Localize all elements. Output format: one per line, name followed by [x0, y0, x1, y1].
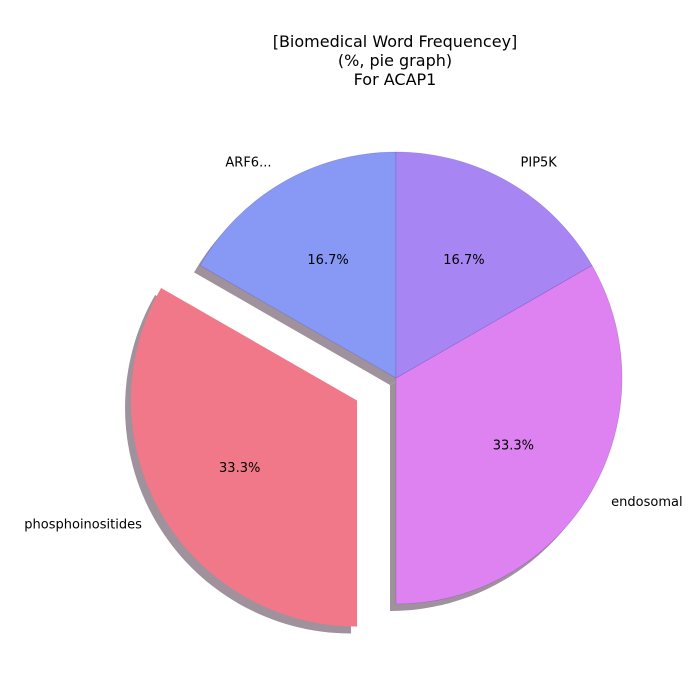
- pie-slice-phosphoinositides: [131, 287, 358, 627]
- slice-label: phosphoinositides: [24, 518, 142, 533]
- slice-percent-label: 16.7%: [443, 253, 484, 268]
- slice-label: PIP5K: [521, 155, 558, 170]
- slice-label: endosomal: [611, 495, 682, 510]
- chart-title-line-3: For ACAP1: [353, 70, 437, 89]
- pie-slice-arf6: [199, 151, 397, 379]
- slice-percent-label: 33.3%: [493, 438, 534, 453]
- slice-percent-label: 16.7%: [307, 253, 348, 268]
- slice-percent-label: 33.3%: [219, 461, 260, 476]
- pie-slice-endosomal: [395, 265, 623, 605]
- chart-title-line-2: (%, pie graph): [337, 51, 453, 70]
- slice-label: ARF6...: [225, 155, 271, 170]
- chart-title-line-1: [Biomedical Word Frequencey]: [272, 32, 518, 51]
- pie-slice-pip5k: [395, 151, 593, 379]
